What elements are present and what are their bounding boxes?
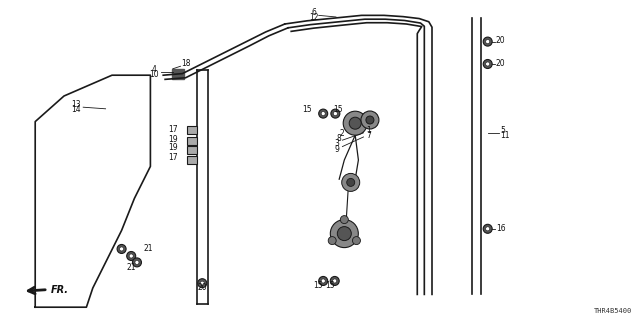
Text: 2: 2 <box>340 129 344 138</box>
Text: 15: 15 <box>313 281 323 290</box>
Circle shape <box>342 173 360 191</box>
Text: 20: 20 <box>197 283 207 292</box>
Circle shape <box>132 258 141 267</box>
Text: 10: 10 <box>148 70 159 79</box>
Text: 15: 15 <box>333 105 342 114</box>
Text: 21: 21 <box>127 263 136 272</box>
Circle shape <box>198 279 207 288</box>
FancyBboxPatch shape <box>187 146 197 154</box>
Text: 6: 6 <box>311 8 316 17</box>
Circle shape <box>353 236 360 244</box>
Text: 4: 4 <box>151 65 156 74</box>
Circle shape <box>361 111 379 129</box>
FancyBboxPatch shape <box>187 156 197 164</box>
Circle shape <box>129 254 133 258</box>
Text: THR4B5400: THR4B5400 <box>594 308 632 314</box>
Circle shape <box>319 109 328 118</box>
FancyBboxPatch shape <box>187 137 197 145</box>
Circle shape <box>321 279 325 283</box>
Circle shape <box>337 227 351 241</box>
Circle shape <box>347 178 355 186</box>
Circle shape <box>117 244 126 253</box>
Text: 14: 14 <box>70 105 81 114</box>
Text: 9: 9 <box>334 145 339 154</box>
Circle shape <box>486 40 490 44</box>
Text: 17: 17 <box>168 125 178 134</box>
Text: 20: 20 <box>496 60 506 68</box>
Circle shape <box>331 109 340 118</box>
Polygon shape <box>172 69 184 79</box>
Circle shape <box>486 227 490 231</box>
Circle shape <box>321 112 325 116</box>
Text: 16: 16 <box>496 224 506 233</box>
Circle shape <box>127 252 136 260</box>
Text: 18: 18 <box>181 60 191 68</box>
Circle shape <box>483 224 492 233</box>
Text: FR.: FR. <box>51 285 69 295</box>
Circle shape <box>328 236 336 244</box>
Circle shape <box>486 62 490 66</box>
Text: 21: 21 <box>143 244 153 253</box>
Text: 15: 15 <box>303 105 312 114</box>
Text: 8: 8 <box>337 134 341 143</box>
Text: 13: 13 <box>70 100 81 109</box>
Circle shape <box>333 279 337 283</box>
Text: 19: 19 <box>168 143 178 152</box>
Text: 3: 3 <box>334 140 339 148</box>
FancyBboxPatch shape <box>187 126 197 134</box>
Text: 19: 19 <box>168 135 178 144</box>
Circle shape <box>135 260 139 264</box>
Text: 1: 1 <box>366 126 371 135</box>
Text: 7: 7 <box>366 131 371 140</box>
Text: 5: 5 <box>500 126 506 135</box>
Circle shape <box>333 112 337 116</box>
Circle shape <box>330 276 339 285</box>
Text: 12: 12 <box>309 13 318 22</box>
Circle shape <box>319 276 328 285</box>
Circle shape <box>483 37 492 46</box>
Text: 15: 15 <box>325 281 335 290</box>
Circle shape <box>483 60 492 68</box>
Circle shape <box>330 220 358 248</box>
Text: 11: 11 <box>500 131 510 140</box>
Circle shape <box>343 111 367 135</box>
Circle shape <box>366 116 374 124</box>
Text: 17: 17 <box>168 153 178 162</box>
Circle shape <box>340 216 348 224</box>
Circle shape <box>120 247 124 251</box>
Circle shape <box>349 117 361 129</box>
Text: 20: 20 <box>496 36 506 45</box>
Circle shape <box>200 281 204 285</box>
